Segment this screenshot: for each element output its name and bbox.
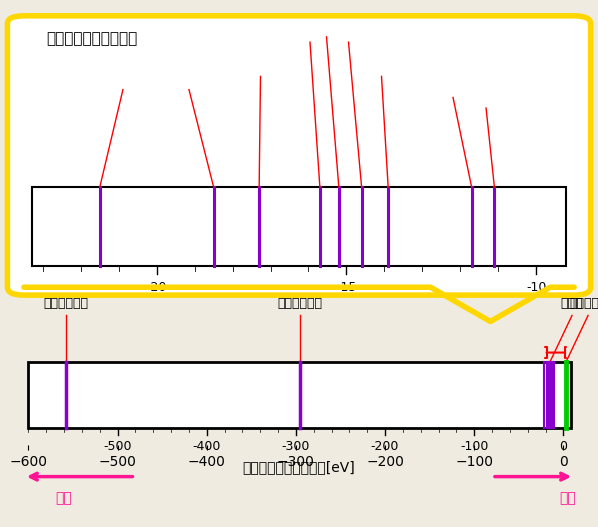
- Text: -200: -200: [371, 440, 399, 453]
- Text: 内殻（酸素）: 内殻（酸素）: [43, 297, 89, 310]
- Text: -500: -500: [103, 440, 132, 453]
- Text: -15: -15: [336, 280, 356, 294]
- Text: -400: -400: [193, 440, 221, 453]
- Text: -100: -100: [460, 440, 489, 453]
- Text: 分子軌道のエネルギー[eV]: 分子軌道のエネルギー[eV]: [243, 461, 355, 474]
- Text: -10: -10: [526, 280, 547, 294]
- FancyBboxPatch shape: [28, 362, 570, 428]
- FancyBboxPatch shape: [7, 16, 591, 295]
- Text: 0: 0: [559, 440, 568, 453]
- Text: 内殻（炭素）: 内殻（炭素）: [278, 297, 323, 310]
- Text: 価電子: 価電子: [561, 297, 583, 310]
- Text: 高い: 高い: [560, 492, 576, 506]
- Text: -20: -20: [147, 280, 167, 294]
- Text: 非占有軌道: 非占有軌道: [569, 297, 598, 310]
- Text: 低い: 低い: [56, 492, 72, 506]
- Text: 価電子の部分の拡大図: 価電子の部分の拡大図: [46, 32, 137, 46]
- Text: -300: -300: [282, 440, 310, 453]
- FancyBboxPatch shape: [32, 187, 566, 266]
